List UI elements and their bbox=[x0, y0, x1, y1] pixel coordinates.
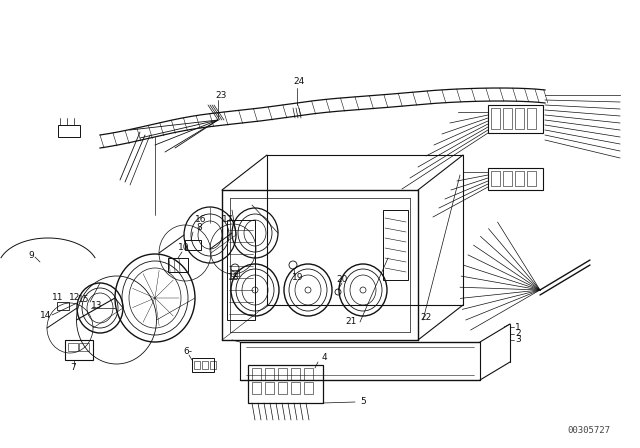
Bar bbox=[168, 258, 188, 272]
Bar bbox=[252, 368, 261, 380]
Text: 16: 16 bbox=[195, 215, 207, 224]
Text: 17: 17 bbox=[222, 215, 234, 224]
Bar bbox=[68, 343, 78, 351]
Text: 7: 7 bbox=[70, 363, 76, 372]
Text: 15: 15 bbox=[78, 296, 90, 305]
Bar bbox=[79, 343, 89, 351]
Text: 9: 9 bbox=[28, 250, 34, 259]
Text: 6-: 6- bbox=[183, 348, 192, 357]
Bar bbox=[488, 105, 543, 133]
Bar bbox=[304, 368, 313, 380]
Text: 3: 3 bbox=[515, 336, 521, 345]
Text: 13: 13 bbox=[91, 301, 102, 310]
Bar bbox=[488, 168, 543, 190]
Bar bbox=[291, 382, 300, 394]
Bar bbox=[503, 171, 512, 186]
Text: 24: 24 bbox=[293, 78, 304, 86]
Bar bbox=[491, 108, 500, 129]
Bar bbox=[248, 365, 323, 403]
Text: 1: 1 bbox=[515, 323, 521, 332]
Bar bbox=[252, 382, 261, 394]
Text: 22: 22 bbox=[420, 314, 431, 323]
Bar bbox=[527, 108, 536, 129]
Text: 11: 11 bbox=[52, 293, 63, 302]
Bar bbox=[278, 382, 287, 394]
Text: 18: 18 bbox=[228, 273, 239, 283]
Bar bbox=[194, 361, 200, 369]
Bar bbox=[227, 220, 255, 320]
Bar bbox=[210, 361, 216, 369]
Text: 4: 4 bbox=[322, 353, 328, 362]
Bar bbox=[491, 171, 500, 186]
Bar bbox=[65, 340, 93, 360]
Text: 2: 2 bbox=[515, 329, 520, 339]
Bar bbox=[58, 125, 80, 137]
Text: 23: 23 bbox=[215, 90, 227, 99]
Text: 12: 12 bbox=[69, 293, 81, 302]
Text: 5: 5 bbox=[360, 397, 365, 406]
Text: 19: 19 bbox=[292, 273, 303, 283]
Bar bbox=[383, 210, 408, 280]
Bar bbox=[265, 368, 274, 380]
Bar bbox=[202, 361, 208, 369]
Text: 00305727: 00305727 bbox=[567, 426, 610, 435]
Bar bbox=[192, 358, 214, 372]
Bar bbox=[291, 368, 300, 380]
Bar bbox=[185, 240, 201, 250]
Text: 14: 14 bbox=[40, 310, 51, 319]
Text: 8: 8 bbox=[196, 224, 202, 233]
Bar bbox=[503, 108, 512, 129]
Bar bbox=[265, 382, 274, 394]
Bar bbox=[515, 108, 524, 129]
Bar bbox=[231, 270, 239, 276]
Text: 20: 20 bbox=[336, 276, 348, 284]
Bar bbox=[278, 368, 287, 380]
Text: 10: 10 bbox=[178, 244, 189, 253]
Bar bbox=[304, 382, 313, 394]
Bar bbox=[57, 302, 69, 310]
Text: 21: 21 bbox=[345, 318, 356, 327]
Bar bbox=[527, 171, 536, 186]
Bar bbox=[515, 171, 524, 186]
